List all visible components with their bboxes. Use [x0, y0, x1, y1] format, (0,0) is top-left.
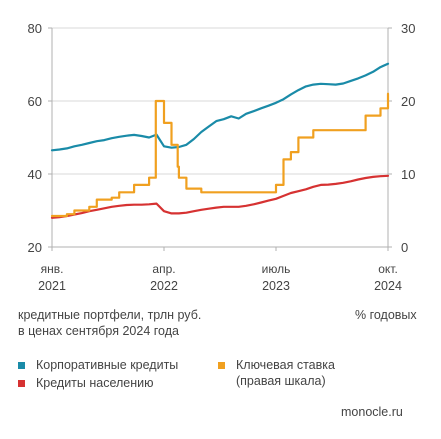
- x-tick-label-2024-10-month: окт.: [378, 262, 398, 276]
- line-chart: 20 40 60 80 0 10 20 30 янв. 2021 апр. 2022 июль 2023 о…: [28, 21, 416, 293]
- legend-label-corporate: Корпоративные кредиты: [36, 358, 179, 372]
- legend-item-corporate: Корпоративные кредиты: [18, 357, 178, 373]
- x-tick-label-2021-01-year: 2021: [38, 279, 66, 293]
- y-right-tick-label-30: 30: [401, 21, 415, 36]
- legend-label-key-rate-line2: (правая шкала): [236, 374, 326, 388]
- series-line-key-rate: [50, 92, 390, 218]
- y-right-tick-label-20: 20: [401, 94, 415, 109]
- x-tick-label-2022-04-year: 2022: [150, 279, 178, 293]
- legend-swatch-corporate: [18, 362, 25, 369]
- y-right-tick-label-10: 10: [401, 167, 415, 182]
- y-right-tick-label-0: 0: [401, 240, 408, 255]
- x-tick-label-2024-10-year: 2024: [374, 279, 402, 293]
- left-axis-caption-line2: в ценах сентября 2024 года: [18, 324, 179, 338]
- left-axis-caption-line1: кредитные портфели, трлн руб.: [18, 308, 202, 322]
- legend-item-household: Кредиты населению: [18, 375, 154, 391]
- x-tick-label-2023-07-year: 2023: [262, 279, 290, 293]
- x-tick-label-2023-07-month: июль: [262, 262, 291, 276]
- legend-swatch-key-rate: [218, 362, 225, 369]
- x-tick-label-2022-04-month: апр.: [152, 262, 175, 276]
- right-axis-caption: % годовых: [355, 308, 417, 322]
- legend-item-key-rate: Ключевая ставка (правая шкала): [218, 357, 335, 389]
- legend-label-household: Кредиты населению: [36, 376, 154, 390]
- legend-swatch-household: [18, 380, 25, 387]
- x-tick-label-2021-01-month: янв.: [41, 262, 64, 276]
- y-left-tick-label-40: 40: [28, 167, 42, 182]
- series-line-corporate: [50, 62, 390, 152]
- source-credit: monocle.ru: [341, 405, 403, 419]
- legend-label-key-rate: Ключевая ставка (правая шкала): [236, 357, 335, 389]
- series-line-household: [50, 174, 390, 219]
- y-left-tick-label-20: 20: [28, 240, 42, 255]
- legend-label-key-rate-line1: Ключевая ставка: [236, 358, 335, 372]
- y-left-tick-label-60: 60: [28, 94, 42, 109]
- y-left-tick-label-80: 80: [28, 21, 42, 36]
